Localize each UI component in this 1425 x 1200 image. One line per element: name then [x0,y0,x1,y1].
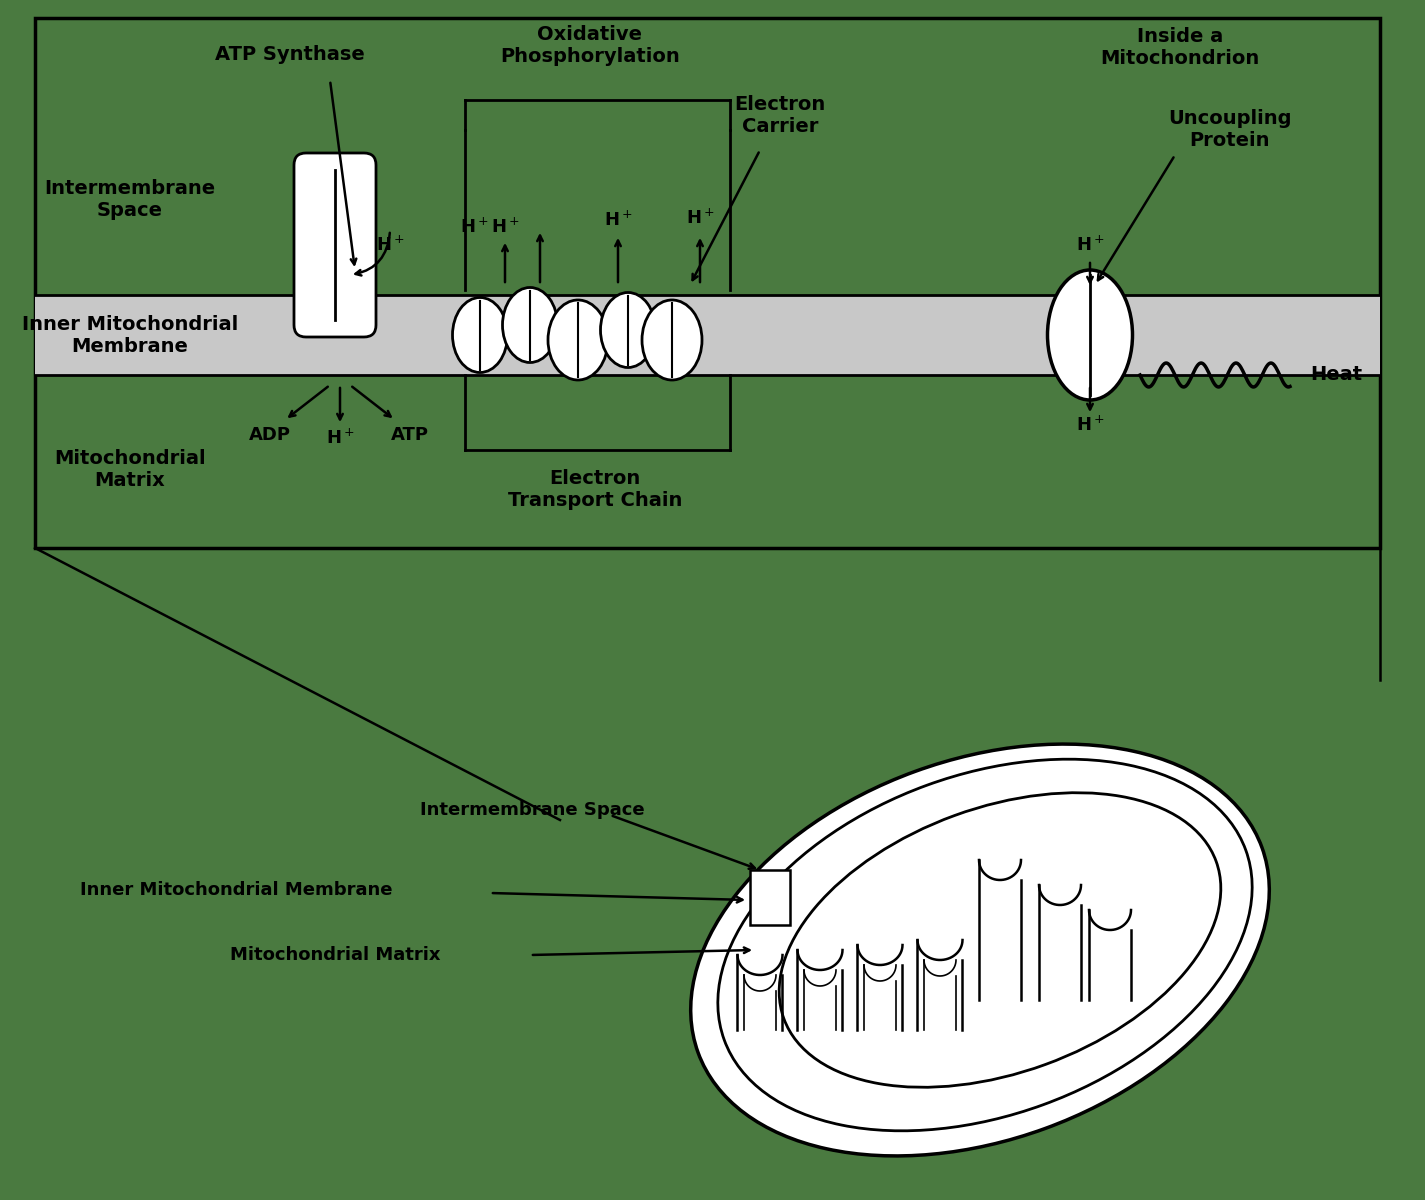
FancyBboxPatch shape [294,152,376,337]
Text: H$^+$: H$^+$ [376,235,405,254]
Text: Inner Mitochondrial
Membrane: Inner Mitochondrial Membrane [21,314,238,355]
Bar [36,18,1379,548]
Ellipse shape [453,298,507,372]
Text: H$^+$: H$^+$ [1076,415,1104,434]
Text: H$^+$: H$^+$ [325,428,355,448]
Text: H$^+$: H$^+$ [1076,235,1104,254]
Ellipse shape [779,793,1221,1087]
Text: H$^+$: H$^+$ [604,210,633,229]
Ellipse shape [643,300,703,380]
Text: ATP: ATP [390,426,429,444]
Text: H$^+$: H$^+$ [685,209,714,228]
Bar [750,870,789,925]
Text: ADP: ADP [249,426,291,444]
Ellipse shape [1047,270,1133,400]
Ellipse shape [718,760,1253,1130]
Text: Intermembrane Space: Intermembrane Space [420,802,644,818]
Text: Mitochondrial Matrix: Mitochondrial Matrix [229,946,440,964]
Text: Heat: Heat [1310,366,1362,384]
Text: Mitochondrial
Matrix: Mitochondrial Matrix [54,450,205,491]
Ellipse shape [691,744,1270,1156]
Text: Uncoupling
Protein: Uncoupling Protein [1168,109,1291,150]
Text: ATP Synthase: ATP Synthase [215,46,365,65]
Ellipse shape [503,288,557,362]
Bar [36,295,1379,374]
Text: H$^+$H$^+$: H$^+$H$^+$ [460,217,520,236]
Text: Intermembrane
Space: Intermembrane Space [44,180,215,221]
Text: Inside a
Mitochondrion: Inside a Mitochondrion [1100,28,1260,68]
Text: Electron
Transport Chain: Electron Transport Chain [507,469,683,510]
Text: Electron
Carrier: Electron Carrier [734,95,825,136]
Text: Inner Mitochondrial Membrane: Inner Mitochondrial Membrane [80,881,392,899]
Ellipse shape [549,300,608,380]
Text: Oxidative
Phosphorylation: Oxidative Phosphorylation [500,24,680,66]
Ellipse shape [600,293,656,367]
